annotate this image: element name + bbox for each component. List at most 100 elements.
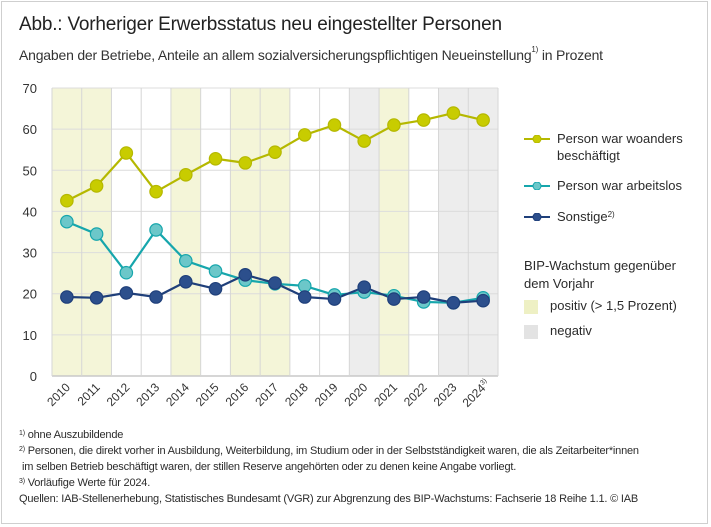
footnotes: 1) ohne Auszubildende 2) Personen, die d… xyxy=(19,427,639,507)
data-point-woanders-2019 xyxy=(327,118,342,132)
x-tick-label: 2023 xyxy=(431,380,460,409)
data-point-woanders-2024 xyxy=(476,113,490,127)
data-point-sonstige-2017 xyxy=(268,276,282,290)
data-point-sonstige-2024 xyxy=(476,293,490,308)
x-tick-footnote-mark: 3) xyxy=(479,377,488,386)
figure-title: Abb.: Vorheriger Erwerbsstatus neu einge… xyxy=(19,14,502,35)
data-point-sonstige-2021 xyxy=(387,292,401,306)
data-point-arbeitslos-2014 xyxy=(179,253,193,268)
data-point-woanders-2017 xyxy=(268,145,282,159)
bip-band-2023 xyxy=(438,88,469,376)
data-point-sonstige-2020 xyxy=(357,280,371,294)
data-point-sonstige-2023 xyxy=(446,295,461,310)
subtitle-footnote-mark: 1) xyxy=(531,45,539,54)
data-point-sonstige-2022 xyxy=(416,290,431,304)
data-point-woanders-2020 xyxy=(357,134,371,148)
figure-subtitle: Angaben der Betriebe, Anteile an allem s… xyxy=(19,45,603,63)
x-tick-label: 2016 xyxy=(223,380,252,409)
data-point-woanders-2016 xyxy=(238,156,253,170)
footnote-3-mark: 3) xyxy=(19,478,25,485)
data-point-sonstige-2018 xyxy=(297,290,312,304)
footnote-1: 1) ohne Auszubildende xyxy=(19,427,639,443)
legend-marker-sonstige-icon xyxy=(524,213,550,221)
x-tick-label: 2010 xyxy=(44,380,73,409)
y-axis-ticks: 0 10 20 30 40 50 60 70 xyxy=(23,81,37,384)
x-tick-label: 2015 xyxy=(193,380,222,409)
data-point-arbeitslos-2013 xyxy=(149,223,163,237)
y-tick-label: 0 xyxy=(30,369,37,384)
data-point-sonstige-2015 xyxy=(208,281,223,296)
bip-title-line2: dem Vorjahr xyxy=(524,276,595,291)
negative-swatch-icon xyxy=(524,325,538,339)
footnote-1-mark: 1) xyxy=(19,430,25,437)
sources-note: Quellen: IAB-Stellenerhebung, Statistisc… xyxy=(19,493,638,505)
subtitle-unit: in Prozent xyxy=(538,47,603,63)
y-tick-label: 60 xyxy=(23,122,37,137)
footnote-1-text: ohne Auszubildende xyxy=(27,429,124,441)
data-point-woanders-2011 xyxy=(89,179,104,193)
x-tick-label: 2018 xyxy=(282,380,311,409)
x-tick-label: 2013 xyxy=(133,380,162,409)
negative-label: negativ xyxy=(550,323,592,338)
legend-label-arbeitslos: Person war arbeitslos xyxy=(557,178,682,193)
line-chart: 0 10 20 30 40 50 60 70 2010 2011 2012 2013 2014 2015… xyxy=(23,81,499,410)
legend-marker-woanders-icon xyxy=(524,135,550,143)
footnote-3: 3) Vorläufige Werte für 2024. xyxy=(19,475,639,491)
data-point-sonstige-2010 xyxy=(60,290,74,304)
data-point-woanders-2013 xyxy=(149,184,163,199)
data-point-woanders-2023 xyxy=(446,106,461,120)
subtitle-text: Angaben der Betriebe, Anteile an allem s… xyxy=(19,47,532,63)
data-point-woanders-2018 xyxy=(297,128,312,142)
bip-legend-title: BIP-Wachstum gegenüber dem Vorjahr xyxy=(524,257,704,293)
bip-band-2014 xyxy=(170,88,201,376)
data-point-woanders-2010 xyxy=(60,193,74,208)
bip-band-2017 xyxy=(260,88,290,376)
x-axis-ticks: 2010 2011 2012 2013 2014 2015 2016 2017 2018 2019… xyxy=(44,377,493,410)
y-tick-label: 40 xyxy=(23,204,37,219)
data-point-woanders-2014 xyxy=(179,168,193,182)
data-point-sonstige-2016 xyxy=(238,267,253,282)
y-tick-label: 50 xyxy=(23,163,37,178)
y-tick-label: 10 xyxy=(23,328,37,343)
data-point-woanders-2015 xyxy=(208,151,223,166)
y-tick-label: 30 xyxy=(23,246,37,261)
data-point-arbeitslos-2015 xyxy=(208,264,223,278)
footnote-2-mark: 2) xyxy=(19,446,25,453)
legend-sonstige-footnote-mark: 2) xyxy=(607,210,615,219)
x-tick-label: 2012 xyxy=(104,380,133,409)
footnote-2-text: Personen, die direkt vorher in Ausbildun… xyxy=(27,445,639,457)
legend-label-woanders-2: beschäftigt xyxy=(557,148,620,163)
x-tick-label: 2021 xyxy=(371,380,400,409)
data-point-sonstige-2014 xyxy=(179,274,193,289)
data-point-arbeitslos-2010 xyxy=(60,214,74,229)
bip-band-2024 xyxy=(468,88,498,376)
footnote-2: 2) Personen, die direkt vorher in Ausbil… xyxy=(19,443,639,459)
data-point-sonstige-2011 xyxy=(89,291,104,305)
x-tick-label: 2020 xyxy=(342,380,371,409)
y-tick-label: 20 xyxy=(23,287,37,302)
data-point-sonstige-2013 xyxy=(149,290,163,304)
bip-band-2021 xyxy=(379,88,409,376)
footnote-2-cont: im selben Betrieb beschäftigt waren, der… xyxy=(22,461,517,473)
x-tick-label: 2022 xyxy=(401,380,430,409)
data-point-arbeitslos-2012 xyxy=(119,265,134,280)
x-tick-label: 2011 xyxy=(75,380,103,408)
legend-label-sonstige: Sonstige xyxy=(557,209,608,224)
bip-band-2016 xyxy=(230,88,261,376)
footnote-3-text: Vorläufige Werte für 2024. xyxy=(27,477,151,489)
x-tick-label: 2014 xyxy=(163,380,192,409)
positive-swatch-icon xyxy=(524,300,538,314)
bip-title-line1: BIP-Wachstum gegenüber xyxy=(524,258,676,273)
data-point-woanders-2012 xyxy=(119,146,134,160)
bip-bands xyxy=(52,88,498,376)
positive-label: positiv (> 1,5 Prozent) xyxy=(550,298,677,313)
data-point-woanders-2021 xyxy=(387,118,401,132)
data-point-sonstige-2019 xyxy=(327,292,342,306)
series-points xyxy=(60,106,490,310)
x-tick-label: 20243) xyxy=(460,377,493,410)
y-tick-label: 70 xyxy=(23,81,37,96)
bip-band-2020 xyxy=(349,88,380,376)
x-tick-label: 2017 xyxy=(252,380,281,409)
data-point-arbeitslos-2011 xyxy=(89,227,104,241)
bip-band-2010 xyxy=(52,88,82,376)
